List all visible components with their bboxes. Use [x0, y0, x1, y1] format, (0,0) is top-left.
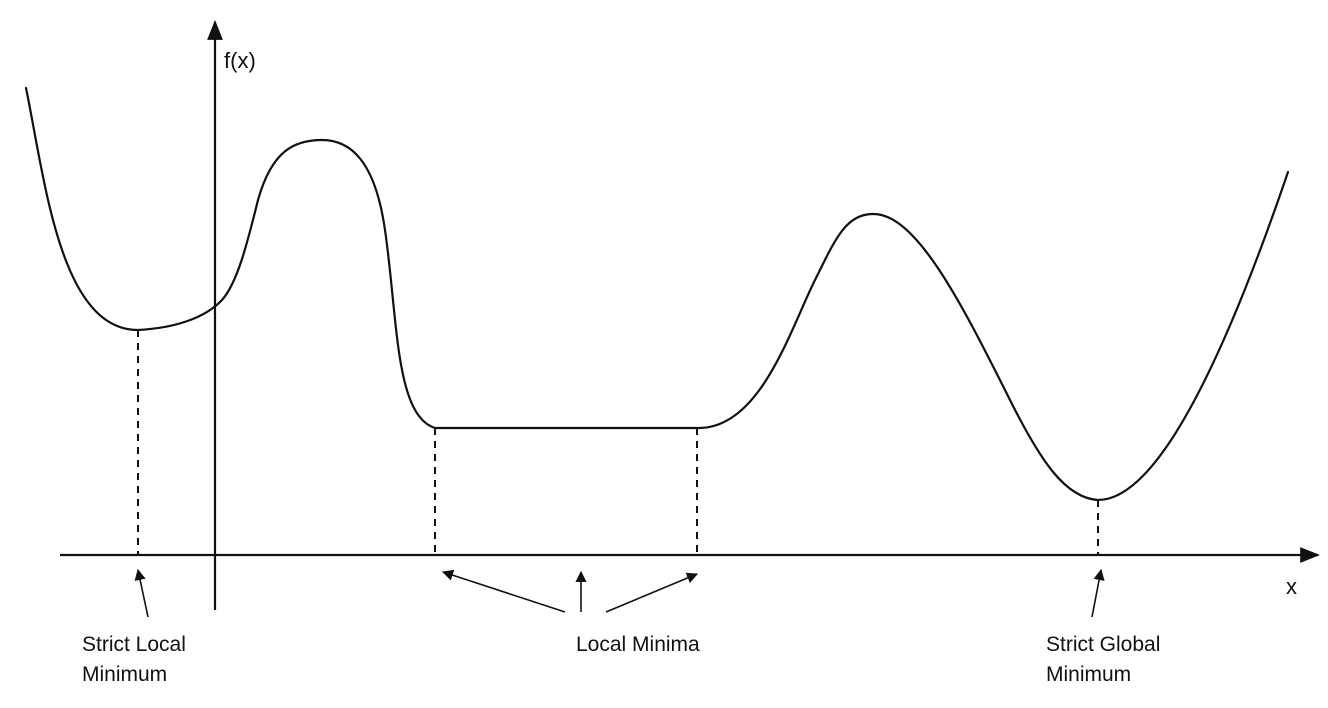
- local-minima-arrow-right: [605, 572, 699, 613]
- strict-global-arrow: [1091, 568, 1105, 618]
- y-axis-label: f(x): [224, 48, 256, 73]
- strict-local-minimum-label: Strict Local Minimum: [82, 630, 186, 690]
- local-minima-arrow-left: [441, 569, 566, 613]
- x-axis-label: x: [1286, 574, 1297, 599]
- strict-global-line2: Minimum: [1046, 663, 1132, 686]
- strict-global-minimum-label: Strict Global Minimum: [1046, 630, 1160, 690]
- strict-global-line1: Strict Global: [1046, 633, 1161, 656]
- strict-local-line1: Strict Local: [82, 633, 186, 656]
- strict-local-arrow: [134, 568, 149, 618]
- strict-local-line2: Minimum: [82, 663, 168, 686]
- local-minima-label: Local Minima: [576, 633, 700, 656]
- function-curve: [24, 86, 1290, 502]
